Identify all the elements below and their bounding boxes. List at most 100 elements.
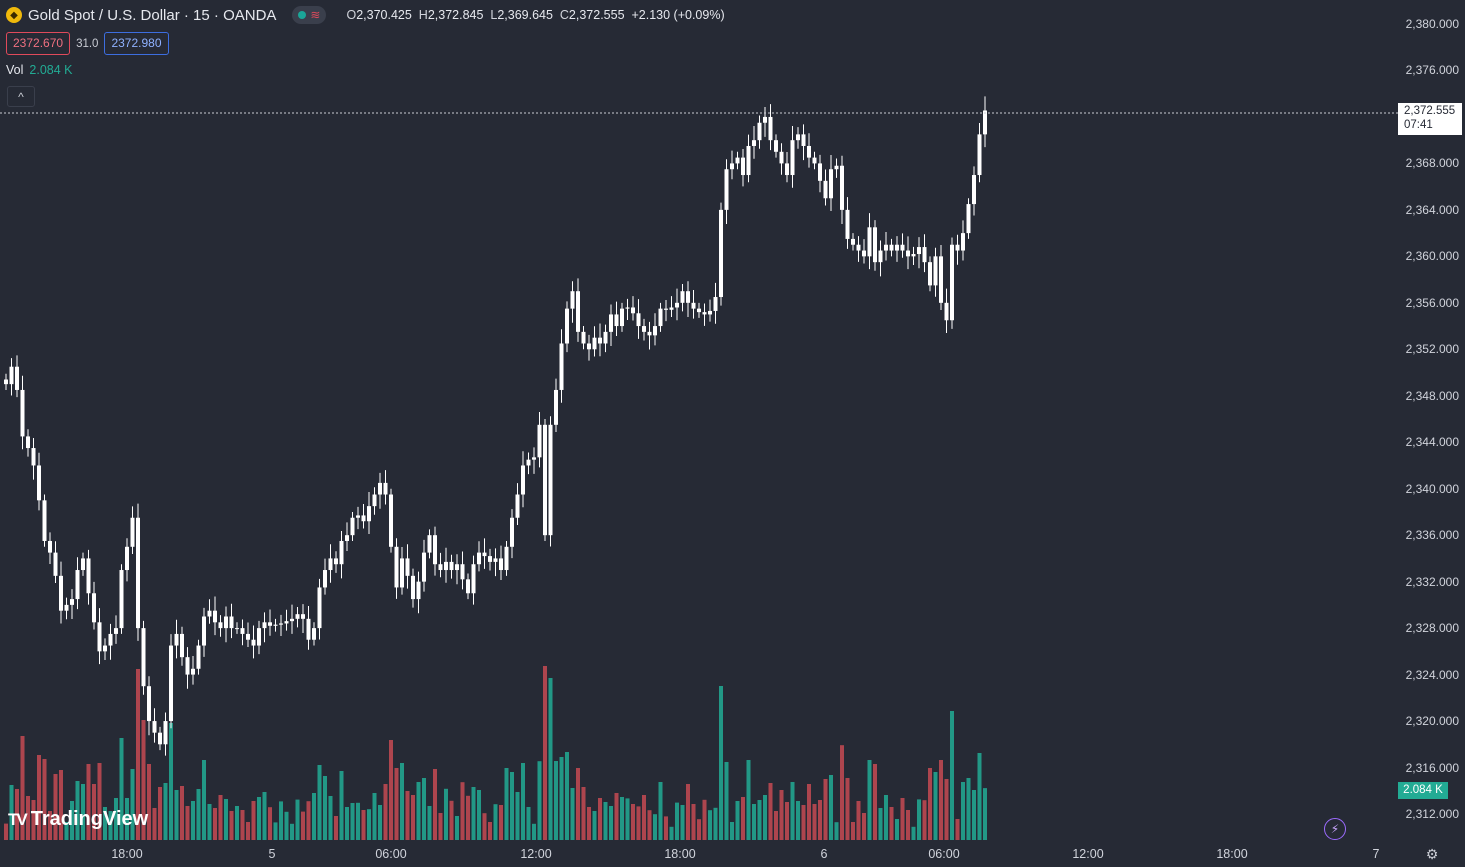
candle-body <box>141 628 146 687</box>
sell-button[interactable]: 2372.670 <box>6 32 71 55</box>
volume-bar <box>416 782 421 840</box>
symbol-title[interactable]: Gold Spot / U.S. Dollar · 15 · OANDA <box>28 6 277 24</box>
volume-bar <box>944 779 949 840</box>
change-value: +2.130 (+0.09%) <box>631 8 725 22</box>
tradingview-logo-text: TradingView <box>30 808 149 830</box>
candle-body <box>768 116 773 141</box>
candle-body <box>240 628 245 634</box>
candle-body <box>394 546 399 588</box>
symbol-legend[interactable]: ◆ Gold Spot / U.S. Dollar · 15 · OANDA ≋… <box>6 6 725 24</box>
candle-body <box>818 163 822 181</box>
candle-body <box>581 331 586 344</box>
volume-bar <box>603 802 608 840</box>
candle-body <box>977 134 982 176</box>
candle-body <box>455 564 459 571</box>
price-tick-label: 2,380.000 <box>1405 17 1459 31</box>
volume-bar <box>361 810 366 840</box>
volume-bar <box>152 808 157 840</box>
candle-body <box>42 500 47 541</box>
price-candles <box>4 96 987 756</box>
candle-body <box>328 558 333 571</box>
volume-bar <box>796 801 800 840</box>
collapse-legend-button[interactable]: ^ <box>7 86 35 107</box>
volume-label: Vol <box>6 63 24 77</box>
volume-bar <box>510 772 514 840</box>
candle-body <box>576 291 580 332</box>
volume-bar <box>664 816 668 840</box>
candle-body <box>983 110 987 135</box>
candle-body <box>411 575 415 600</box>
price-tick-label: 2,356.000 <box>1405 295 1459 310</box>
candle-body <box>807 145 811 158</box>
candle-body <box>829 169 833 199</box>
candle-body <box>884 244 888 251</box>
candle-body <box>306 618 311 640</box>
candle-body <box>933 256 938 286</box>
candle-body <box>400 558 404 588</box>
volume-bar <box>521 763 525 840</box>
volume-bar <box>977 753 982 840</box>
candle-body <box>757 122 762 141</box>
candle-body <box>950 244 954 321</box>
candle-body <box>488 556 492 562</box>
volume-bar <box>636 806 641 840</box>
candle-body <box>97 622 102 652</box>
time-tick-label: 18:00 <box>664 847 696 861</box>
candle-body <box>730 163 734 170</box>
volume-bar <box>801 805 806 840</box>
candle-body <box>493 558 498 562</box>
candle-body <box>955 244 960 251</box>
candle-body <box>724 169 729 210</box>
volume-bar <box>565 752 569 840</box>
volume-bar <box>81 784 85 840</box>
buy-button[interactable]: 2372.980 <box>104 32 169 55</box>
candle-body <box>372 494 377 507</box>
volume-bar <box>581 787 586 840</box>
volume-bar <box>708 810 712 840</box>
candle-body <box>180 633 184 658</box>
last-price-label: 2,372.555 07:41 <box>1398 103 1462 135</box>
candle-body <box>675 302 679 308</box>
volume-bar <box>537 761 542 840</box>
candle-body <box>31 448 36 466</box>
volume-bar <box>647 810 652 840</box>
candle-body <box>625 307 630 309</box>
candle-body <box>559 343 564 390</box>
candle-body <box>713 297 718 311</box>
volume-bar <box>587 807 591 840</box>
data-delay-icon: ≋ <box>310 8 321 22</box>
market-status-pill[interactable]: ≋ <box>292 6 327 24</box>
candle-body <box>911 254 916 257</box>
volume-bar <box>114 798 118 840</box>
candle-body <box>708 310 712 315</box>
candle-body <box>268 622 272 626</box>
settings-gear-icon[interactable]: ⚙ <box>1425 845 1439 862</box>
volume-bar <box>26 796 30 840</box>
volume-bar <box>64 822 69 840</box>
tradingview-logo[interactable]: TV TradingView <box>8 808 148 831</box>
tradingview-logo-icon: TV <box>8 809 28 829</box>
volume-bar <box>785 802 789 840</box>
candle-body <box>20 389 25 437</box>
volume-bar <box>48 811 52 840</box>
candle-body <box>405 558 410 576</box>
volume-bar <box>262 792 267 840</box>
volume-bar <box>394 768 399 840</box>
candle-body <box>812 157 817 164</box>
volume-bar <box>939 760 943 840</box>
volume-bar <box>730 822 734 840</box>
candle-body <box>64 604 69 611</box>
time-tick-label: 06:00 <box>375 847 407 861</box>
price-tick-label: 2,376.000 <box>1405 63 1459 78</box>
volume-bar <box>922 800 927 840</box>
volume-bar <box>174 790 179 840</box>
bolt-icon[interactable]: ⚡ <box>1324 818 1346 840</box>
candle-body <box>785 163 789 176</box>
price-tick-label: 2,328.000 <box>1405 621 1459 636</box>
volume-bar <box>405 791 410 840</box>
volume-bar <box>273 822 278 840</box>
volume-bar <box>499 805 503 840</box>
volume-legend[interactable]: Vol 2.084 K <box>6 63 72 77</box>
volume-bar <box>158 787 162 840</box>
